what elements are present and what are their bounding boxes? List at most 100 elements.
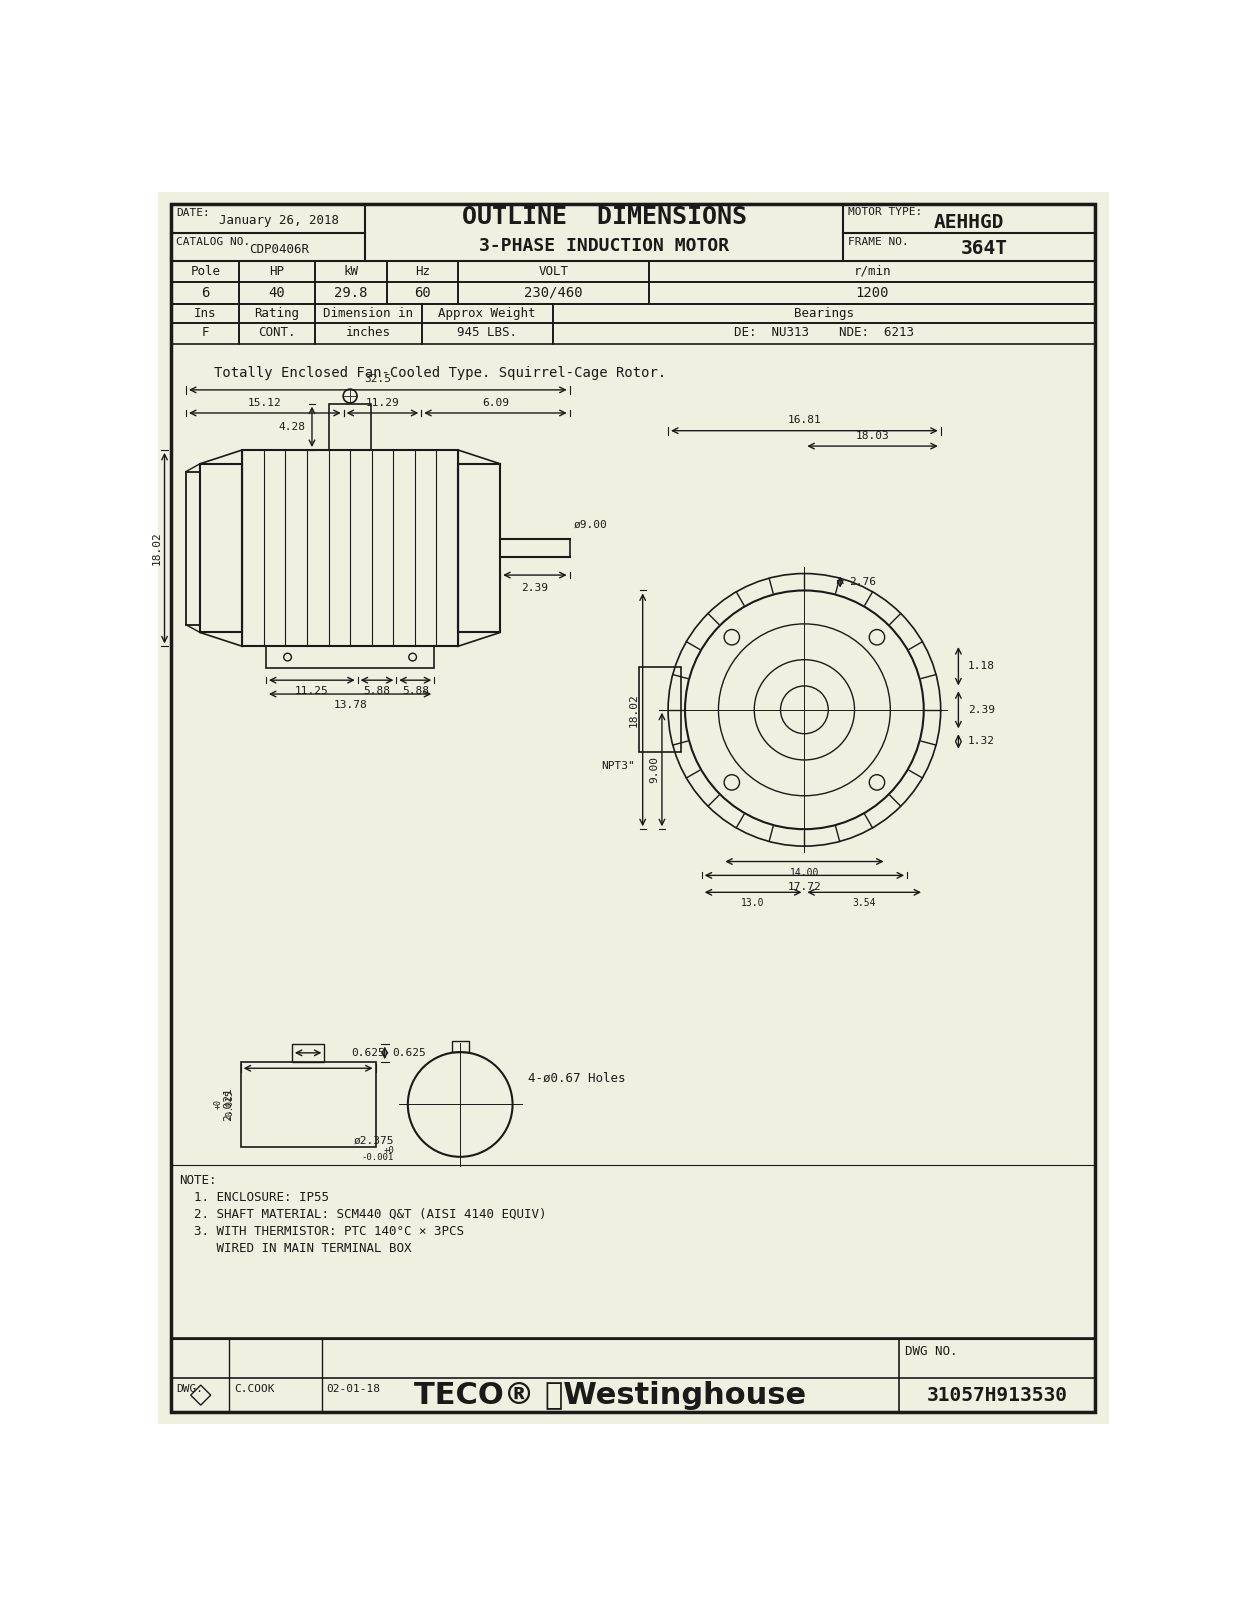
Text: 60: 60 xyxy=(414,286,431,299)
Text: Totally Enclosed Fan-Cooled Type. Squirrel-Cage Rotor.: Totally Enclosed Fan-Cooled Type. Squirr… xyxy=(214,366,666,379)
Bar xyxy=(421,304,552,323)
Bar xyxy=(172,323,240,344)
Text: r/min: r/min xyxy=(853,266,891,278)
Bar xyxy=(315,261,387,282)
Text: inches: inches xyxy=(346,326,391,339)
Bar xyxy=(172,282,240,304)
Bar xyxy=(315,304,421,323)
Text: 2.39: 2.39 xyxy=(968,706,995,715)
Text: DWG NO.: DWG NO. xyxy=(905,1346,958,1358)
Bar xyxy=(649,282,1095,304)
Text: Bearings: Bearings xyxy=(794,307,854,320)
Text: 2.76: 2.76 xyxy=(849,578,876,587)
Text: 31057H913530: 31057H913530 xyxy=(927,1386,1068,1405)
Text: 4-ø0.67 Holes: 4-ø0.67 Holes xyxy=(528,1072,625,1085)
Bar xyxy=(241,1062,376,1147)
Text: 5.88: 5.88 xyxy=(402,686,429,696)
Text: 2.39: 2.39 xyxy=(522,582,549,592)
Text: 230/460: 230/460 xyxy=(524,286,582,299)
Text: MOTOR TYPE:: MOTOR TYPE: xyxy=(848,208,922,218)
Text: 1. ENCLOSURE: IP55: 1. ENCLOSURE: IP55 xyxy=(179,1190,329,1203)
Bar xyxy=(187,472,200,624)
Text: Hz: Hz xyxy=(415,266,430,278)
Text: -0.001: -0.001 xyxy=(362,1154,394,1162)
Text: 29.8: 29.8 xyxy=(334,286,367,299)
Bar xyxy=(552,304,1095,323)
Text: OUTLINE  DIMENSIONS: OUTLINE DIMENSIONS xyxy=(462,205,747,229)
Text: VOLT: VOLT xyxy=(539,266,569,278)
Text: 16.81: 16.81 xyxy=(787,414,821,424)
Text: FRAME NO.: FRAME NO. xyxy=(848,237,908,246)
Text: 11.29: 11.29 xyxy=(366,397,399,408)
Text: 1.18: 1.18 xyxy=(968,661,995,672)
Text: CATALOG NO.: CATALOG NO. xyxy=(176,237,251,248)
Text: 14.00: 14.00 xyxy=(790,867,819,878)
Text: 02-01-18: 02-01-18 xyxy=(326,1384,381,1394)
Text: 3.54: 3.54 xyxy=(853,899,876,909)
Text: C.COOK: C.COOK xyxy=(234,1384,274,1394)
Bar xyxy=(200,464,242,632)
Bar xyxy=(240,282,315,304)
Text: kW: kW xyxy=(344,266,358,278)
Text: 2.021: 2.021 xyxy=(222,1088,234,1122)
Bar xyxy=(240,323,315,344)
Text: 6.09: 6.09 xyxy=(482,397,509,408)
Text: WIRED IN MAIN TERMINAL BOX: WIRED IN MAIN TERMINAL BOX xyxy=(179,1242,412,1254)
Text: F: F xyxy=(201,326,209,339)
Text: 0.625: 0.625 xyxy=(351,1048,384,1058)
Text: 3. WITH THERMISTOR: PTC 140°C × 3PCS: 3. WITH THERMISTOR: PTC 140°C × 3PCS xyxy=(179,1224,465,1237)
Bar xyxy=(552,323,1095,344)
Text: 364T: 364T xyxy=(962,240,1009,259)
Text: January 26, 2018: January 26, 2018 xyxy=(219,214,339,227)
Bar xyxy=(240,304,315,323)
Text: 13.0: 13.0 xyxy=(742,899,765,909)
Bar xyxy=(457,464,501,632)
Text: NPT3": NPT3" xyxy=(601,762,635,771)
Bar xyxy=(387,282,457,304)
Text: 9.00: 9.00 xyxy=(649,757,659,782)
Bar xyxy=(649,261,1095,282)
Bar xyxy=(639,667,681,752)
Text: ø2.375: ø2.375 xyxy=(353,1136,394,1146)
Text: NOTE:: NOTE: xyxy=(179,1174,216,1187)
Bar xyxy=(457,261,649,282)
Bar xyxy=(451,1042,468,1053)
Bar xyxy=(315,282,387,304)
Text: 18.02: 18.02 xyxy=(152,531,162,565)
Text: 17.72: 17.72 xyxy=(787,882,821,891)
Text: 13.78: 13.78 xyxy=(334,701,367,710)
Text: 5.88: 5.88 xyxy=(363,686,391,696)
Bar xyxy=(172,1339,1095,1413)
Text: Pole: Pole xyxy=(190,266,220,278)
Text: TECO® ⓇWestinghouse: TECO® ⓇWestinghouse xyxy=(414,1381,806,1410)
Text: 2. SHAFT MATERIAL: SCM440 Q&T (AISI 4140 EQUIV): 2. SHAFT MATERIAL: SCM440 Q&T (AISI 4140… xyxy=(179,1208,546,1221)
Text: 3-PHASE INDUCTION MOTOR: 3-PHASE INDUCTION MOTOR xyxy=(480,237,729,254)
Text: Ins: Ins xyxy=(194,307,216,320)
Text: 18.02: 18.02 xyxy=(628,693,639,726)
Text: 945 LBS.: 945 LBS. xyxy=(457,326,517,339)
Bar xyxy=(421,323,552,344)
Text: 15.12: 15.12 xyxy=(248,397,282,408)
Text: 0.625: 0.625 xyxy=(393,1048,426,1058)
Text: 1.32: 1.32 xyxy=(968,736,995,747)
Text: Rating: Rating xyxy=(255,307,299,320)
Bar xyxy=(315,323,421,344)
Text: DE:  NU313    NDE:  6213: DE: NU313 NDE: 6213 xyxy=(734,326,915,339)
Bar xyxy=(172,261,240,282)
Bar xyxy=(387,261,457,282)
Text: DWG.: DWG. xyxy=(176,1384,203,1394)
Bar xyxy=(292,1043,324,1062)
Bar xyxy=(172,304,240,323)
Text: DATE:: DATE: xyxy=(176,208,210,218)
Bar xyxy=(172,203,1095,261)
Bar xyxy=(242,450,457,646)
Text: CONT.: CONT. xyxy=(258,326,295,339)
Bar xyxy=(329,403,371,450)
Text: CDP0406R: CDP0406R xyxy=(250,243,309,256)
Text: Approx Weight: Approx Weight xyxy=(439,307,536,320)
Bar xyxy=(240,261,315,282)
Text: 11.25: 11.25 xyxy=(295,686,329,696)
Text: 40: 40 xyxy=(268,286,286,299)
Text: +0
-0.015: +0 -0.015 xyxy=(214,1090,234,1120)
Text: 1200: 1200 xyxy=(855,286,889,299)
